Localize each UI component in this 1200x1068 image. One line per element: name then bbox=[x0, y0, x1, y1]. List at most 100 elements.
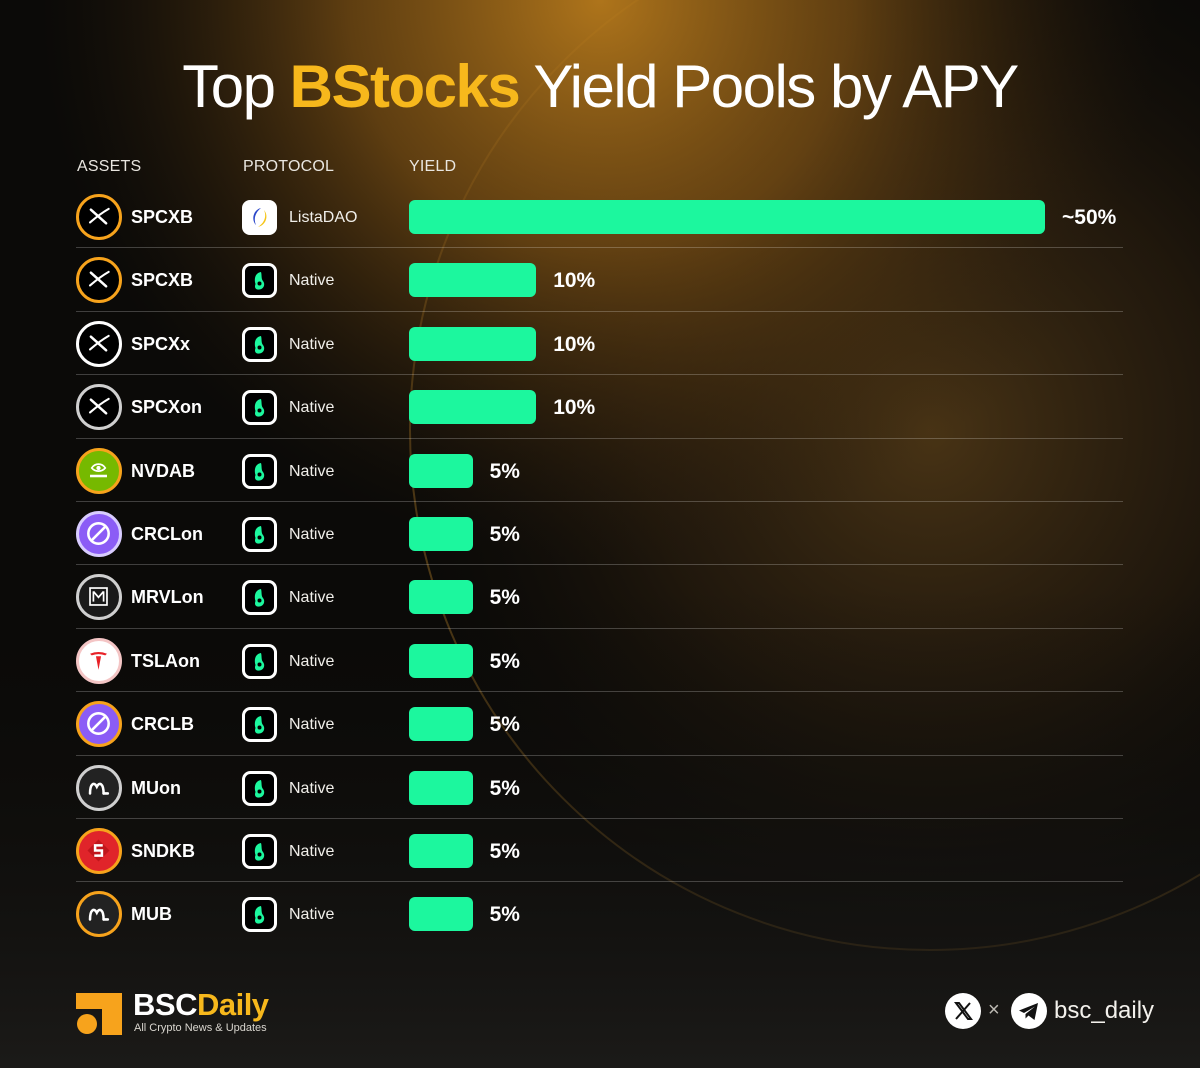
row-divider bbox=[76, 247, 1123, 249]
marvell-icon bbox=[76, 574, 122, 621]
native-icon bbox=[242, 263, 277, 299]
asset-name: SPCXon bbox=[131, 397, 203, 418]
asset-name: TSLAon bbox=[131, 650, 200, 671]
protocol-name: Native bbox=[289, 906, 335, 924]
spacex-icon bbox=[76, 384, 122, 431]
yield-bar bbox=[409, 326, 537, 361]
yield-label: 5% bbox=[489, 522, 520, 546]
yield-label: 5% bbox=[489, 776, 520, 800]
title-suffix: Yield Pools by APY bbox=[533, 53, 1019, 120]
row-divider bbox=[76, 374, 1123, 376]
row-divider bbox=[76, 500, 1123, 502]
table-row: NVDAB Native 5% bbox=[76, 439, 1123, 502]
row-divider bbox=[76, 437, 1123, 439]
native-icon bbox=[242, 390, 277, 426]
yield-label: 10% bbox=[553, 332, 596, 356]
yield-bar bbox=[409, 516, 473, 551]
row-divider bbox=[76, 627, 1123, 629]
native-icon bbox=[242, 707, 277, 743]
protocol-name: Native bbox=[289, 652, 335, 670]
brand-name-bsc: BSC bbox=[133, 987, 197, 1022]
tesla-icon bbox=[76, 637, 122, 684]
table-row: SPCXon Native 10% bbox=[76, 375, 1123, 439]
social-separator: × bbox=[988, 999, 1000, 1021]
native-icon bbox=[242, 580, 277, 616]
yield-bar bbox=[409, 580, 473, 615]
yield-label: 5% bbox=[489, 903, 520, 927]
brand-name: BSCDaily bbox=[133, 987, 269, 1023]
yield-bar bbox=[409, 390, 537, 425]
micron-icon bbox=[76, 891, 122, 938]
spacex-icon bbox=[76, 257, 122, 304]
protocol-name: Native bbox=[289, 399, 335, 417]
row-divider bbox=[76, 310, 1123, 312]
asset-name: SPCXB bbox=[131, 207, 194, 227]
asset-name: MUon bbox=[131, 777, 181, 798]
table-row: CRCLB Native 5% bbox=[76, 692, 1123, 756]
yield-bar bbox=[409, 453, 473, 488]
yield-label: 5% bbox=[489, 649, 520, 673]
table-row: SPCXB ListaDAO ~50% bbox=[76, 185, 1123, 249]
asset-name: SPCXx bbox=[131, 333, 191, 354]
protocol-name: ListaDAO bbox=[289, 209, 358, 226]
brand-tagline: All Crypto News & Updates bbox=[134, 1022, 267, 1034]
yield-bar bbox=[409, 707, 473, 742]
yield-bar bbox=[409, 263, 537, 298]
protocol-name: Native bbox=[289, 779, 335, 797]
micron-icon bbox=[76, 764, 122, 811]
table-row: SPCXx Native 10% bbox=[76, 312, 1123, 376]
protocol-name: Native bbox=[289, 842, 335, 860]
yield-label: 5% bbox=[489, 713, 520, 737]
native-icon bbox=[242, 326, 277, 362]
bscdaily-logo-icon bbox=[76, 993, 122, 1035]
yield-label: 5% bbox=[489, 586, 520, 610]
table-row: TSLAon Native 5% bbox=[76, 629, 1123, 693]
row-divider bbox=[76, 691, 1123, 693]
native-icon bbox=[242, 833, 277, 869]
row-divider bbox=[76, 564, 1123, 566]
spacex-icon bbox=[76, 194, 122, 240]
protocol-name: Native bbox=[289, 272, 335, 290]
native-icon bbox=[242, 770, 277, 806]
x-icon[interactable] bbox=[945, 993, 981, 1029]
protocol-name: Native bbox=[289, 462, 335, 480]
table-row: CRCLon Native 5% bbox=[76, 502, 1123, 566]
protocol-name: Native bbox=[289, 589, 335, 607]
nvidia-icon bbox=[76, 447, 122, 494]
circle-icon bbox=[76, 510, 122, 557]
yield-bar bbox=[409, 200, 1045, 234]
column-header-protocol: PROTOCOL bbox=[243, 158, 335, 175]
listadao-icon bbox=[242, 200, 277, 235]
protocol-name: Native bbox=[289, 525, 335, 543]
native-icon bbox=[242, 897, 277, 933]
row-divider bbox=[76, 817, 1123, 819]
asset-name: CRCLB bbox=[131, 714, 194, 735]
spacex-icon bbox=[76, 320, 122, 367]
table-row: MUB Native 5% bbox=[76, 882, 1123, 945]
page-title: Top BStocks Yield Pools by APY bbox=[0, 52, 1200, 121]
table-row: SPCXB Native 10% bbox=[76, 248, 1123, 312]
brand-name-daily: Daily bbox=[196, 987, 269, 1022]
asset-name: MRVLon bbox=[131, 587, 204, 608]
telegram-icon[interactable] bbox=[1011, 993, 1047, 1029]
yield-bar bbox=[409, 897, 473, 932]
yield-label: ~50% bbox=[1062, 206, 1117, 229]
asset-name: MUB bbox=[131, 904, 172, 925]
circle-icon bbox=[76, 701, 122, 748]
native-icon bbox=[242, 516, 277, 552]
yield-bar bbox=[409, 833, 473, 868]
sandisk-icon bbox=[76, 827, 122, 874]
table-row: MRVLon Native 5% bbox=[76, 565, 1123, 629]
title-prefix: Top bbox=[182, 53, 276, 120]
asset-name: SNDKB bbox=[131, 840, 196, 861]
yield-bar bbox=[409, 770, 473, 805]
yield-label: 5% bbox=[489, 459, 520, 483]
column-header-assets: ASSETS bbox=[77, 158, 142, 175]
native-icon bbox=[242, 453, 277, 489]
social-handle[interactable]: bsc_daily bbox=[1054, 997, 1155, 1024]
yield-label: 10% bbox=[553, 396, 596, 420]
column-header-yield: YIELD bbox=[409, 158, 457, 175]
title-highlight: BStocks bbox=[289, 53, 521, 120]
asset-name: SPCXB bbox=[131, 270, 194, 291]
row-divider bbox=[76, 754, 1123, 756]
